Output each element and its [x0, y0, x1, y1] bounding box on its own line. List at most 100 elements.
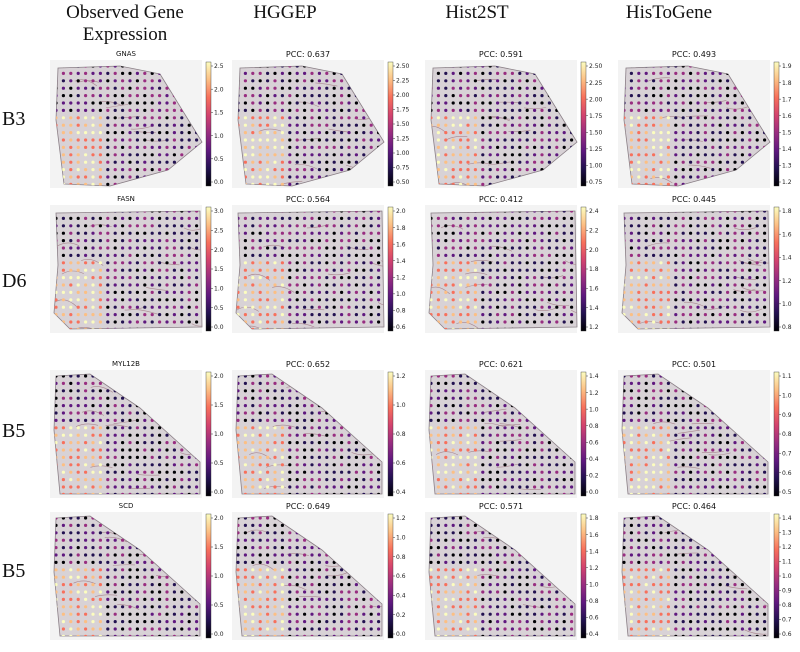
expression-spot [511, 161, 514, 164]
expression-spot [62, 109, 65, 112]
expression-spot [474, 224, 477, 227]
expression-spot [69, 254, 72, 257]
expression-spot [511, 131, 514, 134]
expression-spot [121, 146, 124, 149]
expression-spot [62, 583, 65, 586]
expression-spot [281, 217, 284, 220]
expression-spot [637, 478, 640, 481]
expression-spot [188, 478, 191, 481]
gene-name: FASN [50, 195, 202, 203]
expression-spot [251, 389, 254, 392]
expression-spot [570, 239, 573, 242]
expression-spot [652, 397, 655, 400]
expression-spot [340, 146, 343, 149]
expression-spot [496, 448, 499, 451]
expression-spot [674, 320, 677, 323]
expression-spot [659, 175, 662, 178]
pcc-score: PCC: 0.621 [425, 360, 577, 369]
expression-spot [165, 124, 168, 127]
expression-spot [273, 269, 276, 272]
expression-spot [630, 87, 633, 90]
expression-spot [114, 627, 117, 630]
expression-spot [173, 627, 176, 630]
expression-spot [452, 283, 455, 286]
expression-spot [99, 441, 102, 444]
expression-spot [84, 109, 87, 112]
expression-spot [84, 283, 87, 286]
expression-spot [518, 101, 521, 104]
expression-spot [355, 116, 358, 119]
expression-spot [340, 261, 343, 264]
expression-spot [69, 590, 72, 593]
expression-spot [128, 471, 131, 474]
expression-spot [696, 116, 699, 119]
expression-spot [310, 168, 313, 171]
expression-spot [540, 146, 543, 149]
expression-spot [466, 463, 469, 466]
expression-spot [726, 153, 729, 156]
colorbar-tick-label: 1.0 [782, 301, 792, 308]
expression-spot [667, 246, 670, 249]
expression-spot [645, 232, 648, 235]
expression-spot [180, 232, 183, 235]
expression-spot [84, 101, 87, 104]
expression-spot [121, 87, 124, 90]
expression-spot [84, 546, 87, 549]
expression-spot [121, 434, 124, 437]
expression-spot [325, 261, 328, 264]
expression-spot [173, 153, 176, 156]
expression-spot [704, 116, 707, 119]
expression-spot [114, 224, 117, 227]
expression-spot [540, 246, 543, 249]
expression-spot [244, 283, 247, 286]
expression-spot [630, 217, 633, 220]
expression-spot [158, 448, 161, 451]
expression-spot [518, 94, 521, 97]
expression-spot [158, 320, 161, 323]
expression-spot [288, 434, 291, 437]
expression-spot [173, 232, 176, 235]
colorbar-tick-label: 1.2 [396, 274, 406, 281]
expression-spot [481, 283, 484, 286]
expression-spot [84, 485, 87, 488]
expression-spot [288, 224, 291, 227]
expression-spot [503, 101, 506, 104]
expression-spot [362, 313, 365, 316]
expression-spot [266, 269, 269, 272]
expression-spot [347, 276, 350, 279]
expression-spot [355, 131, 358, 134]
expression-spot [318, 246, 321, 249]
expression-spot [180, 598, 183, 601]
expression-spot [259, 72, 262, 75]
expression-spot [121, 485, 124, 488]
expression-spot [645, 478, 648, 481]
expression-spot [533, 261, 536, 264]
expression-spot [570, 232, 573, 235]
expression-spot [325, 232, 328, 235]
expression-spot [503, 434, 506, 437]
expression-spot [489, 224, 492, 227]
expression-spot [99, 276, 102, 279]
expression-spot [333, 456, 336, 459]
expression-spot [62, 217, 65, 220]
expression-spot [496, 239, 499, 242]
expression-spot [151, 620, 154, 623]
expression-spot [259, 283, 262, 286]
expression-spot [667, 232, 670, 235]
expression-spot [518, 434, 521, 437]
expression-spot [266, 546, 269, 549]
expression-spot [474, 419, 477, 422]
expression-spot [99, 109, 102, 112]
expression-spot [533, 224, 536, 227]
colorbar-tick-label: 1.6 [396, 241, 406, 248]
expression-spot [296, 456, 299, 459]
expression-spot [674, 116, 677, 119]
expression-spot [333, 116, 336, 119]
expression-spot [281, 246, 284, 249]
expression-spot [310, 239, 313, 242]
expression-spot [340, 232, 343, 235]
expression-spot [151, 168, 154, 171]
expression-spot [151, 138, 154, 141]
expression-spot [173, 448, 176, 451]
expression-spot [106, 463, 109, 466]
